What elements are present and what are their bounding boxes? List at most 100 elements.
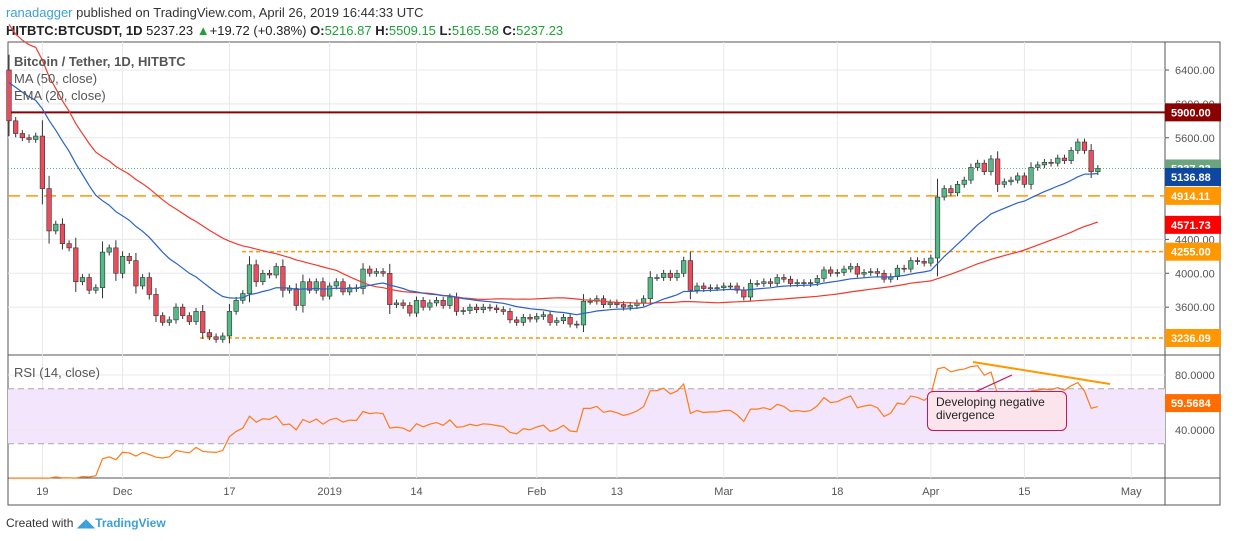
candle [467, 306, 473, 311]
candle [914, 260, 921, 262]
x-tick-label: 17 [223, 486, 235, 498]
candle [961, 179, 967, 185]
candle [160, 315, 166, 323]
symbol: HITBTC:BTCUSDT, 1D [6, 23, 143, 38]
rsi-tick-label: 80.0000 [1175, 370, 1215, 382]
candle [527, 317, 533, 320]
candle [567, 317, 573, 325]
candle [560, 317, 567, 322]
level-badge-text: 5900.00 [1171, 107, 1211, 119]
candle [841, 268, 847, 273]
candle [407, 305, 413, 314]
created-with: Created with [6, 516, 74, 530]
level-badge-text: 4255.00 [1171, 247, 1211, 259]
annotation-pointer [974, 374, 1013, 393]
candle [627, 305, 633, 308]
candle [707, 287, 713, 289]
x-tick-label: May [1121, 486, 1142, 498]
candle [119, 256, 126, 274]
price-badge [1165, 167, 1221, 186]
candle [974, 162, 981, 168]
candle [66, 243, 72, 249]
ohlc-line: HITBTC:BTCUSDT, 1D 5237.23 ▲+19.72 (+0.3… [6, 23, 563, 38]
ema-legend[interactable]: EMA (20, close) [14, 88, 106, 103]
candle [260, 272, 266, 283]
candle [433, 300, 440, 304]
candle [954, 184, 961, 194]
candle [507, 311, 513, 321]
footer: Created with ◢◣TradingView [6, 516, 166, 530]
candle [293, 288, 299, 306]
chart-title: Bitcoin / Tether, 1D, HITBTC [14, 54, 186, 69]
x-tick-label: 18 [831, 486, 843, 498]
candle [146, 277, 152, 295]
candle [39, 135, 45, 189]
candle [1041, 162, 1047, 166]
candle [473, 306, 480, 311]
candle [246, 264, 253, 294]
ma-legend[interactable]: MA (50, close) [14, 71, 98, 86]
candle [380, 271, 386, 274]
candle [166, 319, 172, 323]
candle [761, 281, 767, 284]
candle [494, 307, 500, 311]
up-arrow-icon: ▲ [196, 23, 210, 38]
candle [868, 271, 874, 273]
high-label: H: [375, 23, 389, 38]
candle [220, 335, 226, 340]
candle [988, 158, 994, 172]
candle [226, 311, 233, 337]
candle [140, 277, 146, 287]
candle [133, 260, 139, 287]
candle [300, 281, 306, 306]
x-tick-label: 15 [1018, 486, 1030, 498]
candle [487, 306, 493, 309]
level-badge [1165, 186, 1221, 205]
price-tick-label: 5600.00 [1175, 133, 1215, 145]
candle [206, 332, 213, 338]
candle [794, 282, 800, 284]
x-tick-label: 13 [611, 486, 623, 498]
x-tick-label: 19 [36, 486, 48, 498]
rsi-legend[interactable]: RSI (14, close) [14, 365, 100, 380]
level-badge-text: 3236.09 [1171, 333, 1211, 345]
candle [1021, 175, 1027, 185]
candle [574, 323, 580, 326]
author-link[interactable]: ranadagger [6, 5, 73, 20]
candle [306, 281, 313, 291]
candle [861, 272, 867, 275]
candle [807, 282, 814, 284]
candle [153, 294, 159, 316]
candle [968, 167, 974, 181]
candle [801, 282, 807, 284]
price-tick-label: 3600.00 [1175, 302, 1215, 314]
candle [200, 311, 206, 333]
level-badge [1165, 242, 1221, 261]
tradingview-brand[interactable]: TradingView [95, 516, 166, 530]
price-tick-label: 4000.00 [1175, 268, 1215, 280]
candle [26, 137, 32, 140]
level-badge-text: 4914.11 [1171, 191, 1210, 203]
candle [1008, 179, 1014, 183]
candle [921, 261, 927, 264]
low-value: 5165.58 [451, 23, 499, 38]
candle [687, 260, 693, 291]
candle [13, 120, 19, 134]
candle [106, 247, 112, 253]
candle [233, 300, 239, 312]
candle [313, 281, 319, 291]
candle [19, 133, 25, 139]
candle [781, 277, 787, 280]
rsi-badge-text: 59.5684 [1171, 398, 1212, 410]
candle [327, 285, 333, 297]
candle [908, 260, 914, 270]
candle [400, 302, 406, 306]
candle [1001, 181, 1007, 185]
x-tick-label: 2019 [317, 486, 341, 498]
candle [420, 300, 426, 308]
rsi-line [9, 365, 1098, 479]
candle [373, 271, 380, 274]
ma-line [8, 24, 1098, 304]
rsi-tick-label: 40.0000 [1175, 425, 1215, 437]
